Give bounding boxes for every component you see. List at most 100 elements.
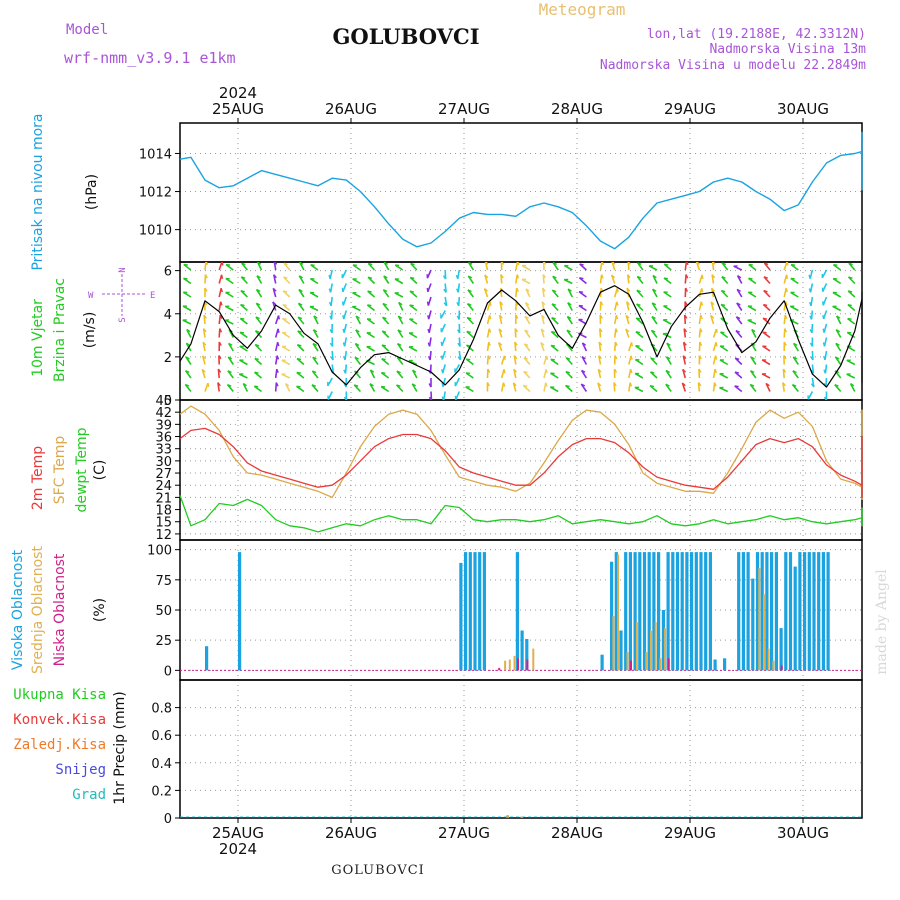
wind-arrow-head [665,369,671,374]
cloud-side-label: Visoka Oblacnost Srednja Oblacnost Niska… [10,546,108,674]
wind-arrow [366,332,375,339]
wind-arrow [551,303,559,312]
wind-arrow [217,368,220,379]
wind-arrow-head [468,262,473,265]
wind-arrow [791,384,799,393]
wind-arrow [790,263,799,271]
wind-arrow [847,276,856,285]
wind-arrow-head [217,368,222,373]
cloud-bar [755,552,760,671]
wind-arrow [225,263,234,271]
wind-arrow [297,330,305,339]
wind-arrow [254,344,263,352]
wind-arrow [581,342,588,352]
wind-arrow [224,305,234,312]
wind-arrow-head [809,301,812,307]
wind-arrow [613,341,617,352]
wind-arrow-head [684,301,688,306]
pressure-line [179,131,863,250]
wind-arrow-head [443,302,448,307]
wind-arrow [889,360,897,364]
wind-arrow-head [822,301,824,306]
wind-arrow [524,315,531,325]
wind-arrow-head [736,288,741,292]
wind-arrow-head [650,357,655,360]
wind-arrow-head [441,382,444,387]
wind-arrow-head [808,274,811,279]
cloud-bar [612,616,615,671]
wind-arrow [499,288,503,298]
wind-arrow-head [218,355,222,360]
wind-arrow [366,318,375,325]
wind-arrow [515,274,518,284]
wind-arrow-head [342,315,345,320]
wind-arrow [225,291,234,298]
wind-arrow [355,315,362,325]
wind-arrow-head [328,301,332,307]
wind-arrow [282,276,291,285]
wind-arrow-head [207,382,210,388]
wind-arrow-head [256,288,261,293]
wind-arrow-head [524,315,529,319]
wind-arrow-head [487,355,491,360]
wind-arrow [809,283,814,293]
wind-arrow-head [880,302,883,305]
credit-label: made by Angel [874,569,890,675]
page-title: GOLUBOVCI [332,24,479,49]
wind-arrow [822,296,828,306]
wind-arrow [312,356,319,365]
wind-arrow-head [565,384,570,388]
wind-arrow [383,262,390,271]
wind-arrow-head [836,315,841,319]
wind-arrow [721,276,729,285]
wind-arrow-head [299,262,304,265]
wind-arrow-head [881,288,884,291]
wind-arrow [698,314,702,325]
wind-arrow [203,314,206,325]
wind-arrow [565,384,573,393]
wind-arrow [380,385,390,393]
pressure-side-label: Pritisak na nivou mora (hPa) [30,113,100,270]
wind-arrow-head [651,302,657,306]
cloud-bar [520,630,524,671]
wind-arrow [312,329,319,338]
wind-arrow [227,370,234,379]
wind-arrow-head [276,368,279,374]
wind-arrow [467,262,475,271]
wind-arrow-head [551,303,557,306]
temperature-ytick-label: 30 [155,455,172,470]
wind-arrow [430,391,433,400]
wind-arrow-head [171,344,175,345]
wind-arrow-head [298,275,304,279]
wind-arrow [834,384,842,393]
wind-arrow [635,331,644,339]
temperature-ytick-label: 21 [155,491,172,506]
wind-arrow-head [566,329,571,333]
wind-arrow-head [714,368,718,374]
precip-unit: 1hr Precip (mm) [112,691,128,804]
wind-arrow-head [651,329,656,333]
wind-arrow [598,355,602,365]
wind-arrow-head [599,328,603,333]
wind-arrow [354,356,362,365]
wind-arrow [184,384,192,392]
temperature-ytick-label: 12 [155,528,172,543]
wind-arrow [409,318,418,325]
wind-arrow [172,289,177,297]
wind-arrow [282,290,291,298]
wind-arrow [578,277,587,285]
wind-arrow [327,377,333,387]
wind-arrow [353,370,362,379]
wind-arrow [761,359,771,366]
wind-arrow [821,283,828,293]
wind-arrow [497,342,503,352]
cloud-bar [645,652,648,671]
pressure-frame [179,122,863,263]
wind-arrow [486,315,491,325]
wind-arrow-head [711,287,715,292]
temperature-ytick-label: 42 [155,406,172,421]
cloud-bar [610,561,614,671]
wind-arrow [883,342,885,351]
wind-arrow [783,328,786,338]
wind-arrow-head [686,262,689,266]
